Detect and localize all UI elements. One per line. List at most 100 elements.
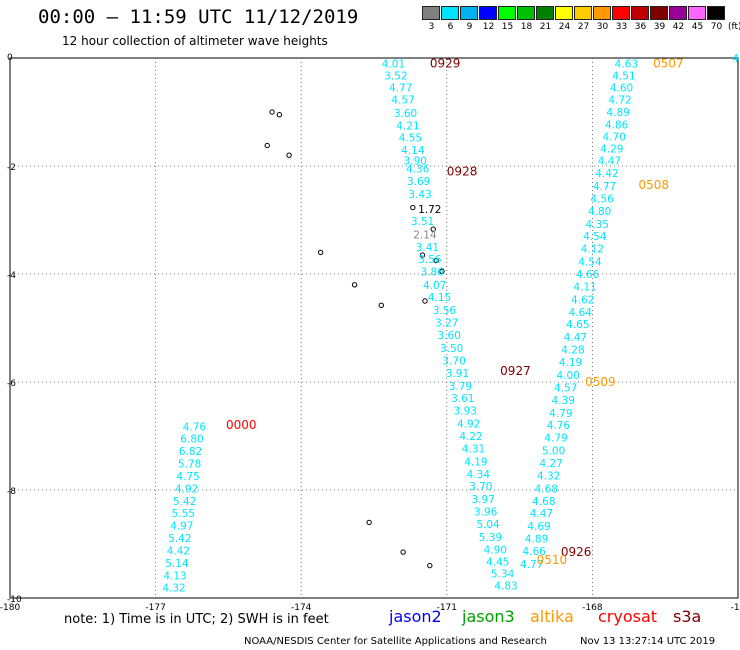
swh-value: 6.82 <box>179 446 202 458</box>
color-scale-label: 6 <box>447 22 454 32</box>
swh-value: 3.56 <box>418 254 442 266</box>
legend-jason2: jason2 <box>389 607 442 626</box>
swh-value: 4.42 <box>167 545 190 557</box>
swh-value: 4.47 <box>530 508 553 520</box>
swh-value: 4.97 <box>170 521 193 533</box>
swh-value: 4.55 <box>399 132 422 144</box>
swh-value: 4.29 <box>600 144 623 156</box>
swh-value: 3.52 <box>384 70 407 82</box>
swh-value: 6.80 <box>180 434 203 446</box>
legend-s3a: s3a <box>673 607 702 626</box>
swh-value: 4.69 <box>527 521 550 533</box>
swh-value: 4.72 <box>608 95 631 107</box>
lon-tick-label: -168 <box>582 603 603 613</box>
color-scale-label: 27 <box>577 22 590 32</box>
swh-value: 4.64 <box>569 307 593 319</box>
pass-time-label: 0926 <box>561 545 592 559</box>
color-scale-label: 21 <box>539 22 552 32</box>
swh-value: 4.32 <box>537 470 560 482</box>
swh-value: 4.57 <box>554 382 577 394</box>
swh-value: 4.28 <box>561 345 584 357</box>
legend-altika: altika <box>530 607 574 626</box>
swh-value: 4.54 <box>578 257 602 269</box>
lat-tick-label: -6 <box>7 379 16 389</box>
swh-value: 4.63 <box>615 58 638 70</box>
swh-value: 4.70 <box>603 131 626 143</box>
swh-value: 4.36 <box>406 164 430 176</box>
lon-tick-label: -174 <box>291 603 312 613</box>
swh-value: 4.57 <box>391 95 414 107</box>
pass-time-label: 0509 <box>585 375 616 389</box>
color-scale-label: 24 <box>558 22 571 32</box>
swh-value: 4.77 <box>389 83 412 95</box>
swh-value: 1.72 <box>418 204 441 216</box>
lat-tick-label: -2 <box>7 163 16 173</box>
color-swatch <box>707 6 725 20</box>
color-swatch <box>555 6 573 20</box>
swh-value: 4.14 <box>401 145 425 157</box>
color-swatch <box>517 6 535 20</box>
island-outline <box>427 562 433 569</box>
island-outline <box>366 519 372 526</box>
lat-tick-label: -8 <box>7 487 16 497</box>
island-outline <box>422 298 428 304</box>
swh-value: 4.07 <box>423 280 446 292</box>
island-outline <box>433 257 439 264</box>
swh-value: 3.96 <box>474 507 498 519</box>
swh-value: 4.89 <box>606 107 629 119</box>
color-swatch <box>612 6 630 20</box>
swh-value: 5.55 <box>172 508 195 520</box>
swh-value: 5.42 <box>173 496 196 508</box>
swh-value: 3.70 <box>469 481 492 493</box>
island-outline <box>286 152 292 158</box>
color-swatch <box>460 6 478 20</box>
swh-value: 3.69 <box>407 176 430 188</box>
lon-tick-label: -16 <box>731 603 740 613</box>
island-outline <box>400 549 406 555</box>
swh-value: 3.27 <box>435 318 458 330</box>
color-scale-label: 3 <box>428 22 435 32</box>
island-outline <box>269 109 275 115</box>
swh-value: 3.61 <box>451 393 474 405</box>
color-scale-label: 70 <box>710 22 723 32</box>
swh-value: 3.91 <box>446 368 469 380</box>
color-swatch <box>593 6 611 20</box>
swh-value: 3.70 <box>442 355 465 367</box>
swh-value: 4.27 <box>539 458 562 470</box>
swh-value: 4.66 <box>576 269 600 281</box>
swh-value: 5.04 <box>476 519 500 531</box>
swh-value: 4.68 <box>535 483 558 495</box>
swh-value: 4.76 <box>183 421 207 433</box>
swh-value: 4.68 <box>532 496 555 508</box>
swh-value: 4.47 <box>598 156 621 168</box>
island-outline <box>378 302 384 309</box>
swh-value: 3.51 <box>411 216 434 228</box>
pass-time-label: 0928 <box>447 164 478 178</box>
swh-value: 4.11 <box>573 281 596 293</box>
pass-time-label: 0508 <box>639 178 670 192</box>
swh-value: 4.56 <box>590 193 614 205</box>
lon-tick-label: -171 <box>437 603 457 613</box>
swh-value: 5.34 <box>491 569 515 581</box>
map-subtitle: 12 hour collection of altimeter wave hei… <box>62 34 328 48</box>
swh-value: 4.19 <box>464 456 487 468</box>
swh-value: 4.51 <box>612 70 635 82</box>
map-title: 00:00 – 11:59 UTC 11/12/2019 <box>38 6 359 28</box>
island-outline <box>430 226 436 232</box>
swh-value: 4.13 <box>163 570 186 582</box>
swh-value: 4.01 <box>382 58 405 70</box>
swh-value: 4.60 <box>610 83 633 95</box>
swh-value: 4.75 <box>176 471 199 483</box>
swh-value: 4.45 <box>486 556 509 568</box>
lat-tick-label: 0 <box>7 53 13 63</box>
color-swatch <box>498 6 516 20</box>
color-scale-label: 18 <box>520 22 533 32</box>
swh-value: 5.78 <box>178 459 201 471</box>
swh-value: 4.15 <box>428 292 451 304</box>
color-swatch <box>536 6 554 20</box>
swh-value: 4.66 <box>522 546 546 558</box>
swh-value: 3.50 <box>440 343 463 355</box>
lon-tick-label: -177 <box>145 603 165 613</box>
